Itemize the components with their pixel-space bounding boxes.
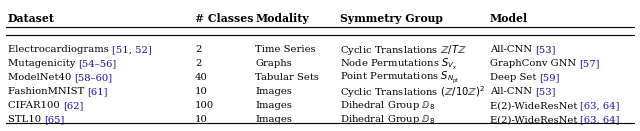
Text: GraphConv GNN: GraphConv GNN <box>490 59 579 69</box>
Text: [54–56]: [54–56] <box>79 59 116 69</box>
Text: Node Permutations $S_{V_x}$: Node Permutations $S_{V_x}$ <box>340 56 458 72</box>
Text: [61]: [61] <box>88 88 108 97</box>
Text: [59]: [59] <box>540 73 560 83</box>
Text: Tabular Sets: Tabular Sets <box>255 73 319 83</box>
Text: # Classes: # Classes <box>195 12 253 23</box>
Text: Mutagenicity: Mutagenicity <box>8 59 79 69</box>
Text: 100: 100 <box>195 102 214 111</box>
Text: [63, 64]: [63, 64] <box>580 102 620 111</box>
Text: [53]: [53] <box>535 45 556 54</box>
Text: Time Series: Time Series <box>255 45 316 54</box>
Text: All-CNN: All-CNN <box>490 45 535 54</box>
Text: Dihedral Group $\mathbb{D}_8$: Dihedral Group $\mathbb{D}_8$ <box>340 113 435 127</box>
Text: Cyclic Translations $(\mathbb{Z}/10\mathbb{Z})^2$: Cyclic Translations $(\mathbb{Z}/10\math… <box>340 84 485 100</box>
Text: Deep Set: Deep Set <box>490 73 540 83</box>
Text: E(2)-WideResNet: E(2)-WideResNet <box>490 102 580 111</box>
Text: CIFAR100: CIFAR100 <box>8 102 63 111</box>
Text: FashionMNIST: FashionMNIST <box>8 88 88 97</box>
Text: Dihedral Group $\mathbb{D}_8$: Dihedral Group $\mathbb{D}_8$ <box>340 100 435 113</box>
Text: [62]: [62] <box>63 102 83 111</box>
Text: Images: Images <box>255 102 292 111</box>
Text: [57]: [57] <box>579 59 600 69</box>
Text: 40: 40 <box>195 73 208 83</box>
Text: Images: Images <box>255 116 292 124</box>
Text: Cyclic Translations $\mathbb{Z}/T\mathbb{Z}$: Cyclic Translations $\mathbb{Z}/T\mathbb… <box>340 43 467 57</box>
Text: Symmetry Group: Symmetry Group <box>340 12 443 23</box>
Text: All-CNN: All-CNN <box>490 88 535 97</box>
Text: 10: 10 <box>195 116 208 124</box>
Text: Point Permutations $S_{N_{\mathrm{pt}}}$: Point Permutations $S_{N_{\mathrm{pt}}}$ <box>340 70 460 86</box>
Text: Model: Model <box>490 12 528 23</box>
Text: STL10: STL10 <box>8 116 44 124</box>
Text: 10: 10 <box>195 88 208 97</box>
Text: [58–60]: [58–60] <box>74 73 113 83</box>
Text: ModelNet40: ModelNet40 <box>8 73 74 83</box>
Text: Electrocardiograms: Electrocardiograms <box>8 45 112 54</box>
Text: E(2)-WideResNet: E(2)-WideResNet <box>490 116 580 124</box>
Text: Images: Images <box>255 88 292 97</box>
Text: [53]: [53] <box>535 88 556 97</box>
Text: Modality: Modality <box>255 12 308 23</box>
Text: Dataset: Dataset <box>8 12 55 23</box>
Text: 2: 2 <box>195 45 202 54</box>
Text: [65]: [65] <box>44 116 65 124</box>
Text: [63, 64]: [63, 64] <box>580 116 620 124</box>
Text: Graphs: Graphs <box>255 59 292 69</box>
Text: 2: 2 <box>195 59 202 69</box>
Text: [51, 52]: [51, 52] <box>112 45 152 54</box>
